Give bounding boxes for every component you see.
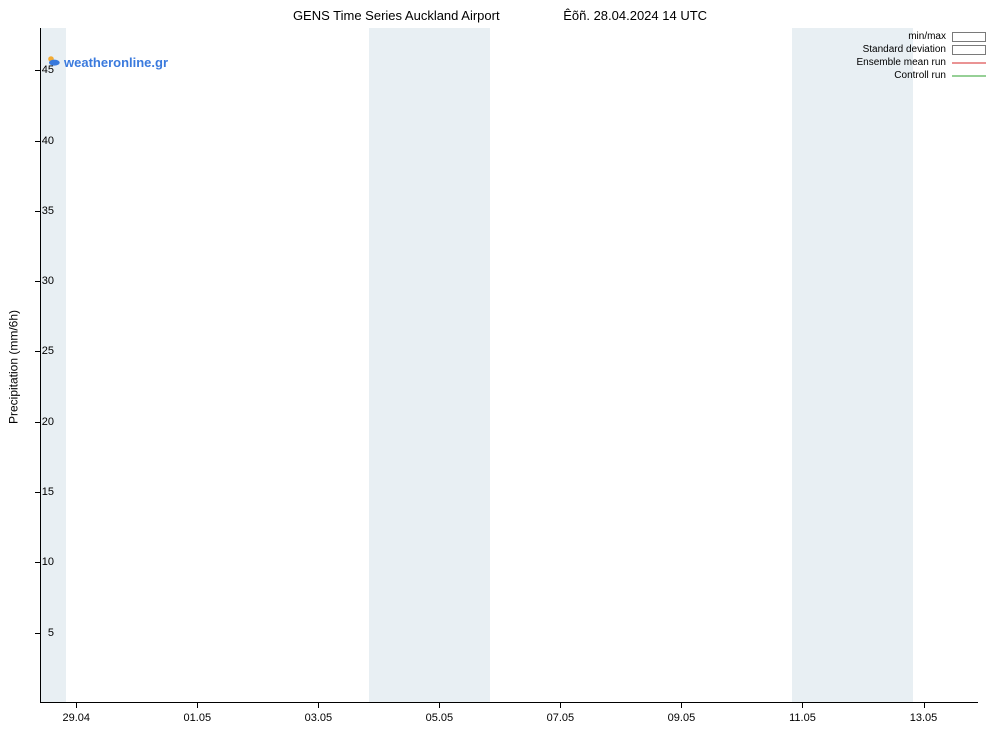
legend-label: Controll run	[894, 69, 946, 82]
y-tick-label: 40	[24, 135, 54, 147]
y-tick-label: 25	[24, 345, 54, 357]
legend-swatch	[952, 32, 986, 42]
y-tick-label: 5	[24, 627, 54, 639]
y-tick-label: 10	[24, 556, 54, 568]
x-tick-label: 01.05	[184, 712, 212, 724]
x-tick-label: 07.05	[547, 712, 575, 724]
x-tick	[802, 702, 803, 708]
legend: min/maxStandard deviationEnsemble mean r…	[857, 30, 987, 82]
legend-item: Ensemble mean run	[857, 56, 987, 69]
y-tick-label: 45	[24, 64, 54, 76]
weekend-band	[41, 28, 66, 702]
x-tick-label: 29.04	[63, 712, 91, 724]
x-tick-label: 03.05	[305, 712, 333, 724]
y-tick-label: 15	[24, 486, 54, 498]
x-tick	[924, 702, 925, 708]
legend-item: Standard deviation	[857, 43, 987, 56]
x-tick	[318, 702, 319, 708]
x-tick	[76, 702, 77, 708]
y-axis-label: Precipitation (mm/6h)	[6, 309, 20, 423]
legend-swatch	[952, 71, 986, 81]
x-tick-label: 11.05	[789, 712, 816, 724]
x-tick-label: 13.05	[910, 712, 938, 724]
weekend-band	[369, 28, 490, 702]
x-tick-label: 09.05	[668, 712, 696, 724]
y-tick-label: 35	[24, 205, 54, 217]
watermark-text: weatheronline.gr	[64, 55, 168, 70]
legend-label: Ensemble mean run	[857, 56, 947, 69]
x-tick-label: 05.05	[426, 712, 454, 724]
y-tick-label: 30	[24, 275, 54, 287]
chart-title-left: GENS Time Series Auckland Airport	[293, 8, 500, 23]
x-tick	[439, 702, 440, 708]
legend-swatch	[952, 58, 986, 68]
weekend-band	[792, 28, 913, 702]
chart-title-row: GENS Time Series Auckland Airport Êõñ. 2…	[0, 8, 1000, 23]
chart-title-right: Êõñ. 28.04.2024 14 UTC	[563, 8, 707, 23]
x-tick	[197, 702, 198, 708]
legend-item: min/max	[857, 30, 987, 43]
y-tick-label: 20	[24, 416, 54, 428]
x-tick	[681, 702, 682, 708]
plot-area: 29.0401.0503.0505.0507.0509.0511.0513.05	[40, 28, 978, 703]
legend-label: min/max	[908, 30, 946, 43]
legend-label: Standard deviation	[863, 43, 946, 56]
legend-item: Controll run	[857, 69, 987, 82]
watermark: weatheronline.gr	[45, 53, 168, 72]
x-tick	[560, 702, 561, 708]
legend-swatch	[952, 45, 986, 55]
